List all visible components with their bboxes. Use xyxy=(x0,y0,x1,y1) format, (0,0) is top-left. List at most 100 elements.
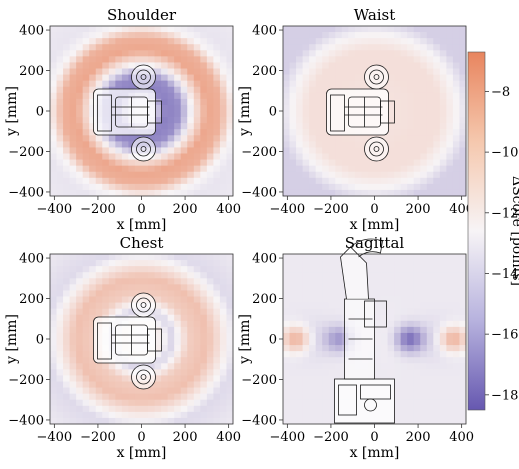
heatmap-cell xyxy=(302,296,310,303)
heatmap-cell xyxy=(121,183,129,191)
heatmap-cell xyxy=(387,314,395,322)
heatmap-cell xyxy=(161,302,169,310)
heatmap-cell xyxy=(439,345,447,352)
heatmap-cell xyxy=(283,50,290,57)
heatmap-cell xyxy=(102,183,110,191)
heatmap-cell xyxy=(50,351,57,358)
heatmap-cell xyxy=(420,393,428,401)
heatmap-cell xyxy=(381,171,388,179)
heatmap-cell xyxy=(400,141,408,148)
heatmap-cell xyxy=(167,86,175,94)
heatmap-cell xyxy=(95,254,103,261)
heatmap-cell xyxy=(193,86,201,94)
heatmap-cell xyxy=(433,393,441,401)
y-tick-label: −200 xyxy=(8,145,44,160)
heatmap-cell xyxy=(128,278,136,285)
heatmap-cell xyxy=(420,80,428,88)
heatmap-cell xyxy=(459,147,467,154)
heatmap-cell xyxy=(309,381,317,388)
heatmap-cell xyxy=(206,159,214,167)
heatmap-cell xyxy=(174,153,182,160)
heatmap-cell xyxy=(206,254,214,261)
heatmap-cell xyxy=(315,50,323,57)
heatmap-cell xyxy=(193,147,201,154)
heatmap-cell xyxy=(309,254,317,261)
heatmap-cell xyxy=(328,32,336,39)
heatmap-cell xyxy=(95,177,103,185)
heatmap-cell xyxy=(426,339,434,346)
heatmap-cell xyxy=(206,80,214,88)
heatmap-cell xyxy=(134,32,142,39)
heatmap-cell xyxy=(89,92,97,100)
heatmap-cell xyxy=(76,38,84,45)
heatmap-cell xyxy=(193,26,201,33)
heatmap-cell xyxy=(348,171,356,179)
heatmap-cell xyxy=(289,38,297,45)
heatmap-cell xyxy=(219,290,227,297)
heatmap-cell xyxy=(439,183,447,191)
heatmap-cell xyxy=(69,50,77,57)
heatmap-cell xyxy=(134,62,142,69)
heatmap-cell xyxy=(128,290,136,297)
heatmap-cell xyxy=(213,44,221,51)
heatmap-cell xyxy=(413,254,421,261)
heatmap-cell xyxy=(219,405,227,413)
heatmap-cell xyxy=(335,189,343,197)
heatmap-cell xyxy=(174,74,182,82)
heatmap-cell xyxy=(439,147,447,154)
heatmap-cell xyxy=(400,417,408,425)
heatmap-cell xyxy=(56,266,64,273)
heatmap-cell xyxy=(283,266,290,273)
heatmap-cell xyxy=(367,56,375,63)
heatmap-cell xyxy=(459,375,467,382)
heatmap-cell xyxy=(108,375,116,382)
heatmap-cell xyxy=(328,351,336,358)
heatmap-cell xyxy=(115,50,123,57)
heatmap-cell xyxy=(309,141,317,148)
heatmap-cell xyxy=(219,80,227,88)
heatmap-cell xyxy=(226,326,234,334)
heatmap-cell xyxy=(439,399,447,407)
heatmap-cell xyxy=(289,183,297,191)
heatmap-cell xyxy=(200,351,208,358)
x-axis-label: x [mm] xyxy=(117,217,167,233)
heatmap-cell xyxy=(387,351,395,358)
heatmap-cell xyxy=(322,351,330,358)
heatmap-cell xyxy=(361,44,369,51)
heatmap-cell xyxy=(452,104,460,112)
heatmap-cell xyxy=(407,369,415,376)
heatmap-cell xyxy=(426,74,434,82)
heatmap-cell xyxy=(283,117,290,124)
heatmap-cell xyxy=(187,266,195,273)
heatmap-cell xyxy=(289,278,297,285)
heatmap-cell xyxy=(174,111,182,118)
heatmap-cell xyxy=(289,381,297,388)
heatmap-cell xyxy=(420,123,428,130)
heatmap-cell xyxy=(309,278,317,285)
heatmap-cell xyxy=(439,86,447,94)
heatmap-cell xyxy=(76,381,84,388)
heatmap-cell xyxy=(433,135,441,142)
heatmap-cell xyxy=(167,177,175,185)
heatmap-cell xyxy=(459,417,467,425)
heatmap-cell xyxy=(161,68,169,75)
heatmap-cell xyxy=(69,375,77,382)
heatmap-cell xyxy=(309,123,317,130)
x-tick-label: −200 xyxy=(313,202,349,217)
heatmap-cell xyxy=(354,62,362,69)
heatmap-cell xyxy=(193,104,201,112)
heatmap-cell xyxy=(69,308,77,316)
heatmap-cell xyxy=(426,278,434,285)
heatmap-cell xyxy=(95,381,103,388)
heatmap-cell xyxy=(426,68,434,75)
heatmap-cell xyxy=(446,254,454,261)
heatmap-cell xyxy=(50,357,57,364)
heatmap-cell xyxy=(115,381,123,388)
heatmap-cell xyxy=(459,141,467,148)
heatmap-cell xyxy=(302,363,310,370)
heatmap-cell xyxy=(128,369,136,376)
heatmap-cell xyxy=(439,68,447,75)
heatmap-cell xyxy=(167,189,175,197)
heatmap-cell xyxy=(76,141,84,148)
y-tick-label: 200 xyxy=(19,292,44,307)
